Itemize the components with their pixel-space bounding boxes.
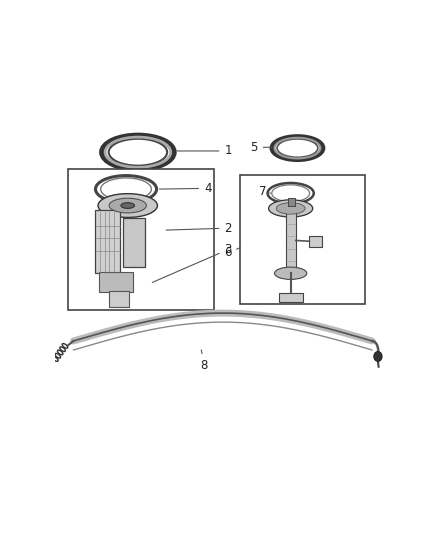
FancyBboxPatch shape	[99, 272, 133, 292]
Text: 5: 5	[251, 141, 272, 154]
FancyBboxPatch shape	[68, 168, 214, 310]
FancyBboxPatch shape	[288, 198, 295, 206]
Ellipse shape	[109, 198, 146, 213]
FancyBboxPatch shape	[286, 212, 296, 273]
FancyBboxPatch shape	[123, 218, 145, 267]
Ellipse shape	[275, 267, 307, 279]
Ellipse shape	[98, 193, 157, 217]
Text: 2: 2	[166, 222, 232, 235]
Ellipse shape	[121, 203, 134, 208]
Text: 6: 6	[224, 246, 240, 259]
FancyBboxPatch shape	[109, 292, 129, 307]
Ellipse shape	[268, 200, 313, 217]
FancyBboxPatch shape	[95, 209, 120, 273]
FancyBboxPatch shape	[309, 236, 321, 247]
Text: 8: 8	[201, 350, 208, 372]
Text: 1: 1	[177, 144, 232, 157]
Text: 3: 3	[152, 243, 232, 282]
FancyBboxPatch shape	[240, 175, 365, 304]
Ellipse shape	[276, 203, 305, 214]
FancyBboxPatch shape	[279, 293, 303, 302]
Text: 4: 4	[159, 182, 212, 195]
Circle shape	[374, 352, 382, 361]
Text: 7: 7	[259, 185, 271, 198]
